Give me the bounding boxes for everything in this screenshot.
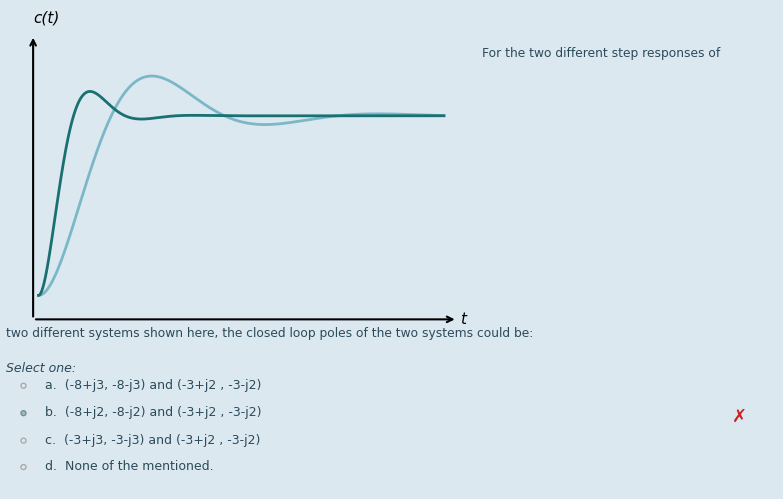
Text: a.  (-8+j3, -8-j3) and (-3+j2 , -3-j2): a. (-8+j3, -8-j3) and (-3+j2 , -3-j2) — [45, 379, 262, 392]
Text: c.  (-3+j3, -3-j3) and (-3+j2 , -3-j2): c. (-3+j3, -3-j3) and (-3+j2 , -3-j2) — [45, 434, 261, 447]
Text: Select one:: Select one: — [6, 362, 77, 375]
Text: ✗: ✗ — [732, 408, 748, 426]
Text: b.  (-8+j2, -8-j2) and (-3+j2 , -3-j2): b. (-8+j2, -8-j2) and (-3+j2 , -3-j2) — [45, 406, 262, 419]
Ellipse shape — [21, 411, 26, 416]
Text: For the two different step responses of: For the two different step responses of — [482, 47, 720, 60]
Text: two different systems shown here, the closed loop poles of the two systems could: two different systems shown here, the cl… — [6, 327, 533, 340]
Text: c(t): c(t) — [33, 11, 60, 26]
Text: t: t — [460, 312, 466, 327]
Text: d.  None of the mentioned.: d. None of the mentioned. — [45, 460, 214, 473]
